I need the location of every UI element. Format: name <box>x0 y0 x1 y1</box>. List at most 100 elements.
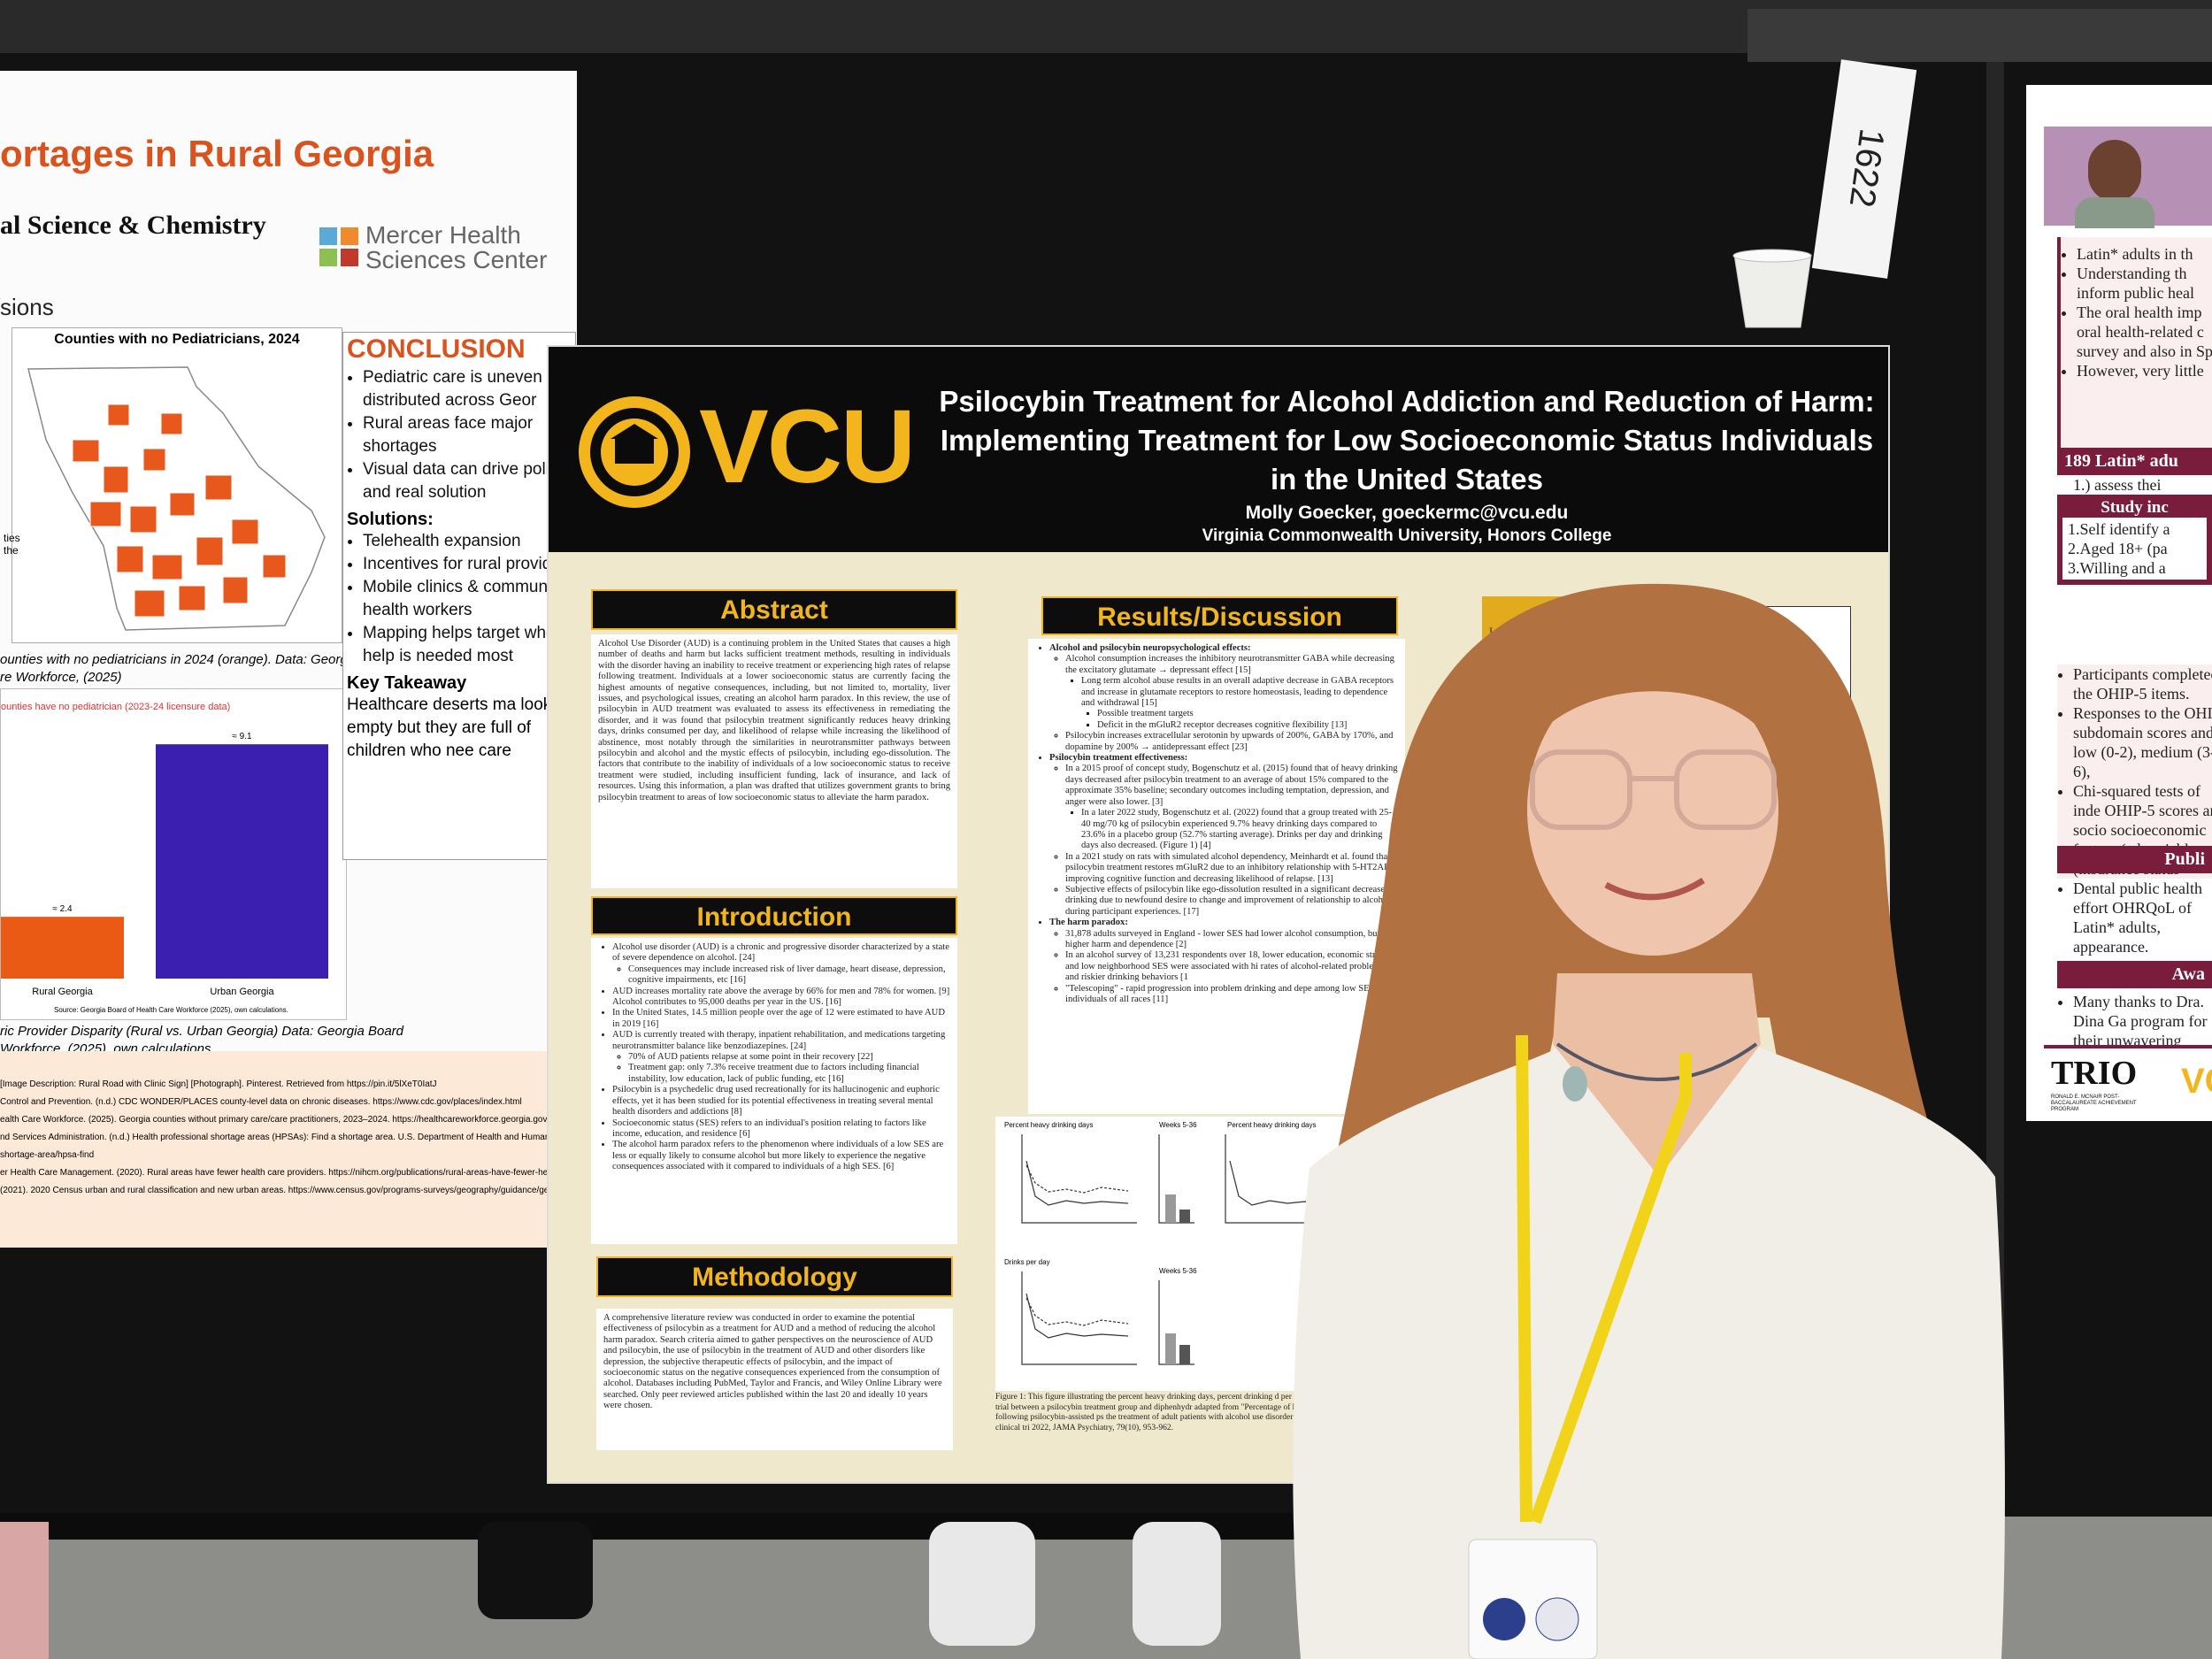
reference-list: [Image Description: Rural Road with Clin… <box>0 1051 577 1200</box>
poster-author: Molly Goecker, goeckermc@vcu.edu <box>1245 503 1569 523</box>
result-list: Long term alcohol abuse results in an ov… <box>1065 676 1398 731</box>
result-item: Subjective effects of psilocybin like eg… <box>1065 885 1398 918</box>
caption-line: re Workforce, (2025) <box>0 670 122 685</box>
intro-text: Alcohol use disorder (AUD) is a chronic … <box>612 942 949 964</box>
result-text: In a later 2022 study, Bogenschutz et al… <box>1081 808 1392 851</box>
solution-item: Mapping helps target where help is neede… <box>363 622 575 668</box>
map-label: ties the <box>4 532 20 557</box>
intro-item: The oral health imp oral health-related … <box>2077 303 2212 361</box>
side-box-item: L <box>1489 695 1496 709</box>
reference: ealth Care Workforce. (2025). Georgia co… <box>0 1115 577 1125</box>
result-list: Alcohol and psilocybin neuropsychologica… <box>1035 643 1398 1005</box>
conclusion-panel: CONCLUSION Pediatric care is uneven dist… <box>342 332 576 860</box>
figure-caption: Figure 1: This figure illustrating the p… <box>995 1393 1361 1432</box>
visitor-leg <box>0 1522 49 1659</box>
result-item: Psilocybin treatment effectiveness:In a … <box>1049 753 1398 918</box>
portrait-body <box>2075 197 2154 228</box>
intro-item: AUD is currently treated with therapy, i… <box>612 1030 950 1085</box>
logo-line: Mercer Health <box>365 221 521 249</box>
bar <box>1 917 124 979</box>
intro-text: Consequences may include increased risk … <box>628 964 946 986</box>
intro-text: The alcohol harm paradox refers to the p… <box>612 1140 944 1172</box>
side-box-white <box>1601 606 1851 767</box>
poster-header <box>549 347 1888 552</box>
map-label-line: ties <box>4 532 20 544</box>
intro-list: 70% of AUD patients relapse at some poin… <box>612 1052 950 1085</box>
bar-chart: ≈ 2.4 Rural Georgia ≈ 9.1 Urban Georgia Sour… <box>1 732 328 1014</box>
results-list: Alcohol and psilocybin neuropsychologica… <box>1028 639 1405 1114</box>
result-text: Alcohol and psilocybin neuropsychologica… <box>1049 643 1251 653</box>
side-box: Low education Low inc unstabl L <box>1482 596 1594 780</box>
section-fragment: sions <box>0 294 54 320</box>
conclusion-item: Pediatric care is uneven distributed acr… <box>363 366 575 412</box>
result-item: Deficit in the mGluR2 receptor decreases… <box>1097 720 1398 731</box>
figure-label: Weeks 5-36 <box>1159 1121 1197 1129</box>
takeaway-heading: Key Takeaway <box>347 673 467 693</box>
intro-item: Understanding th inform public heal <box>2077 264 2212 303</box>
intro-item: AUD increases mortality rate above the a… <box>612 987 950 1009</box>
study-list: 1.Self identify a 2.Aged 18+ (pa 3.Willing… <box>2062 518 2207 580</box>
mercer-logo-text: Mercer Health Sciences Center <box>365 223 547 273</box>
intro-item: The alcohol harm paradox refers to the p… <box>612 1140 950 1172</box>
chart-source: Source: Georgia Board of Health Care Wor… <box>54 1006 288 1014</box>
result-text: 31,878 adults surveyed in England - lowe… <box>1065 928 1380 949</box>
poster-subtitle: al Science & Chemistry <box>0 211 266 240</box>
intro-item: However, very little <box>2077 361 2212 380</box>
caption-line: ounties with no pediatricians in 2024 (o… <box>0 652 358 667</box>
result-item: Long term alcohol abuse results in an ov… <box>1081 676 1398 731</box>
result-text: Long term alcohol abuse results in an ov… <box>1081 676 1394 709</box>
abstract-text: Alcohol Use Disorder (AUD) is a continui… <box>591 634 957 888</box>
awards-heading: Awa <box>2057 961 2212 988</box>
intro-item: 70% of AUD patients relapse at some poin… <box>628 1052 950 1063</box>
result-item: Alcohol and psilocybin neuropsychologica… <box>1049 643 1398 753</box>
vcu-seal <box>579 396 690 508</box>
booth-tag: 1622 <box>1811 59 1917 279</box>
analysis-list: Participants completed the OHIP-5 items.… <box>2057 664 2212 879</box>
result-text: In a 2021 study on rats with simulated a… <box>1065 851 1393 884</box>
figure-label: Percent heavy drinking days <box>1004 1121 1094 1129</box>
side-box-item: Low education <box>1489 625 1558 638</box>
map-caption: ounties with no pediatricians in 2024 (o… <box>0 651 357 687</box>
section-heading: Introduction <box>591 896 957 935</box>
awards-item: Many thanks to Dra. Dina Ga program for … <box>2073 992 2212 1050</box>
conclusion-list: Pediatric care is uneven distributed acr… <box>343 366 575 504</box>
intro-item: Socioeconomic status (SES) refers to an … <box>612 1118 950 1141</box>
partition-edge <box>1986 62 2004 1513</box>
vcu-logo: VCU <box>699 388 916 505</box>
result-list: Alcohol consumption increases the inhibi… <box>1049 654 1398 753</box>
reference: (2021). 2020 Census urban and rural clas… <box>0 1186 577 1195</box>
reference: er Health Care Management. (2020). Rural… <box>0 1168 577 1178</box>
study-item: 1.Self identify a <box>2068 520 2170 538</box>
study-item: 2.Aged 18+ (pa <box>2068 540 2168 557</box>
public-list: Dental public health effort OHRQoL of La… <box>2057 879 2212 956</box>
public-heading: Publi <box>2057 846 2212 873</box>
awards-list: Many thanks to Dra. Dina Ga program for … <box>2057 992 2212 1050</box>
bar-category-label: Urban Georgia <box>210 987 274 997</box>
map-label-line: the <box>4 544 19 557</box>
result-text: Subjective effects of psilocybin like eg… <box>1065 884 1394 917</box>
result-item: In an alcohol survey of 13,231 responden… <box>1065 950 1398 983</box>
result-list: Possible treatment targetsDeficit in the… <box>1081 709 1398 731</box>
result-item: Alcohol consumption increases the inhibi… <box>1065 654 1398 731</box>
result-item: 31,878 adults surveyed in England - lowe… <box>1065 929 1398 951</box>
poster-title: ortages in Rural Georgia <box>0 133 434 174</box>
result-text: Possible treatment targets <box>1097 709 1194 719</box>
reference: nd Services Administration. (n.d.) Healt… <box>0 1133 577 1142</box>
conclusion-item: Rural areas face major shortages <box>363 412 575 458</box>
public-item: Dental public health effort OHRQoL of La… <box>2073 879 2212 956</box>
solution-item: Incentives for rural providers <box>363 553 575 576</box>
study-box: Study inc 1.Self identify a 2.Aged 18+ (p… <box>2057 495 2212 585</box>
result-text: Psilocybin increases extracellular serot… <box>1065 731 1394 752</box>
trio-subtitle: RONALD E. MCNAIR POST-BACCALAUREATE ACHI… <box>2051 1094 2137 1112</box>
intro-text: Socioeconomic status (SES) refers to an … <box>612 1118 926 1139</box>
conclusion-item: Visual data can drive policy and real so… <box>363 458 575 504</box>
result-list: In a later 2022 study, Bogenschutz et al… <box>1065 808 1398 852</box>
methods-heading: 189 Latin* adu <box>2057 448 2212 475</box>
methods-section: 189 Latin* adu 1.) assess thei Study inc… <box>2057 448 2212 585</box>
georgia-map <box>27 366 326 631</box>
result-text: Alcohol consumption increases the inhibi… <box>1065 654 1394 675</box>
portrait-head <box>2088 140 2141 202</box>
mercer-logo-icon <box>319 227 358 266</box>
